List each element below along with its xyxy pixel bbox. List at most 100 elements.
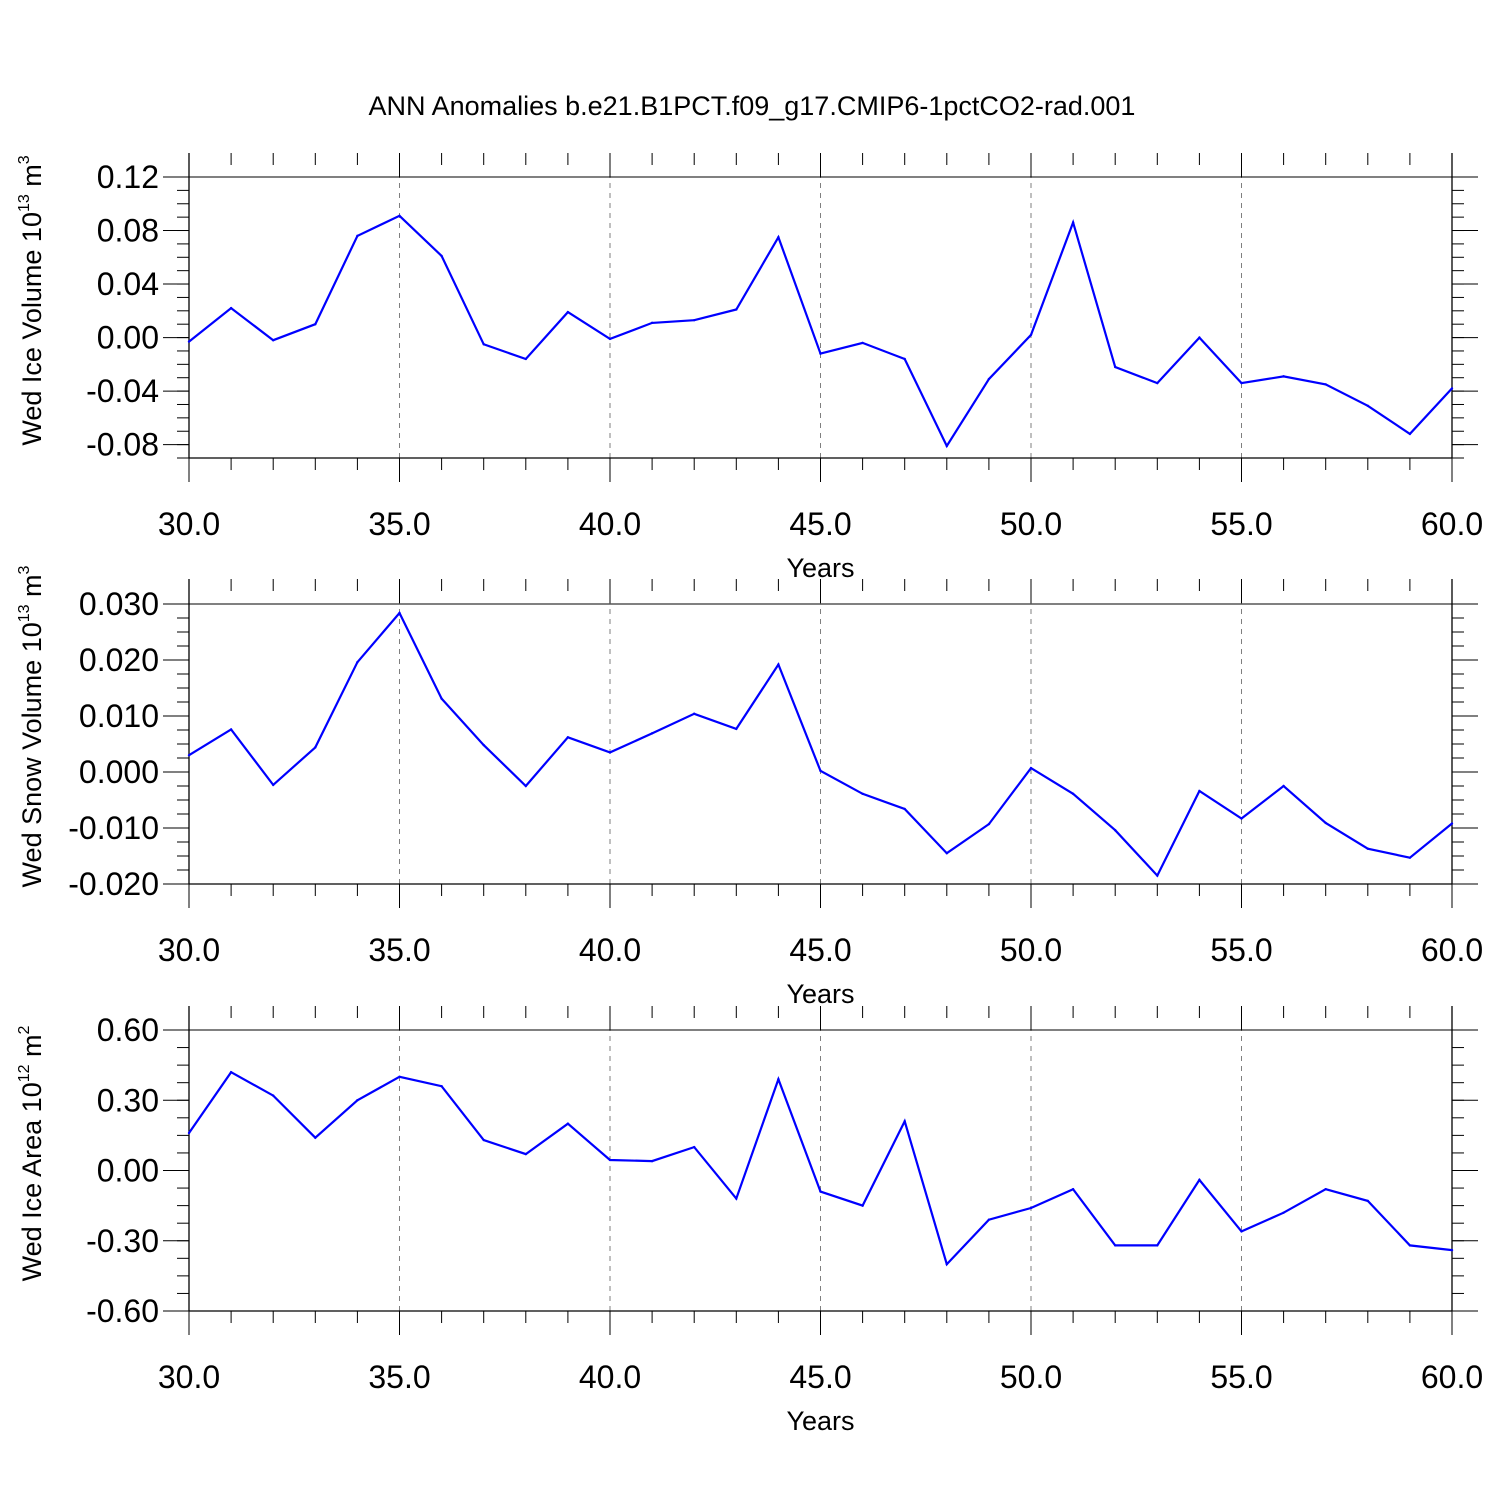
data-point [1198, 336, 1201, 339]
data-point [1029, 333, 1033, 337]
data-point [735, 308, 738, 311]
data-point [861, 341, 864, 345]
y-tick-label: 0.60 [97, 1012, 159, 1048]
data-point [482, 743, 485, 747]
x-tick-label: 30.0 [158, 1359, 220, 1395]
data-point [1114, 1244, 1117, 1247]
y-tick-label: -0.08 [86, 427, 159, 463]
x-axis-title: Years [786, 553, 854, 583]
data-point [1240, 817, 1243, 820]
x-tick-label: 55.0 [1210, 1359, 1272, 1395]
data-point [187, 340, 191, 343]
figure-title: ANN Anomalies b.e21.B1PCT.f09_g17.CMIP6-… [369, 91, 1136, 121]
data-point [524, 357, 527, 361]
y-axis-title-unit: m [17, 574, 47, 604]
x-axis-title: Years [786, 979, 854, 1009]
data-point [945, 852, 948, 855]
data-point [735, 727, 738, 731]
y-axis-title-exponent: 13 [16, 194, 33, 212]
data-point [608, 751, 612, 754]
data-point [1408, 432, 1412, 436]
data-point [524, 1152, 527, 1156]
data-point [1366, 847, 1370, 850]
y-axis-title-text: Wed Ice Volume 10 [17, 212, 47, 446]
data-point [945, 444, 948, 448]
data-point [903, 1120, 906, 1123]
data-point [314, 322, 317, 326]
y-axis-title-unit-exponent: 3 [16, 155, 33, 164]
data-point [187, 754, 191, 757]
data-point [1156, 381, 1159, 385]
data-point [819, 352, 822, 355]
data-point [608, 1158, 612, 1162]
x-tick-label: 30.0 [158, 506, 220, 542]
data-point [1324, 1188, 1327, 1191]
data-point [482, 1138, 485, 1142]
data-point [524, 784, 527, 788]
y-tick-label: 0.010 [79, 698, 159, 734]
data-point [272, 339, 275, 342]
y-tick-label: 0.00 [97, 320, 159, 356]
x-axis-title: Years [786, 1406, 854, 1436]
panel-snow-volume: 30.0 35.0 40.0 45.0 50.0 55.0 60.0 Years 0.030 0.… [16, 565, 1483, 1009]
x-tick-label: 60.0 [1421, 506, 1483, 542]
x-tick-label: 45.0 [789, 932, 851, 968]
data-point [693, 1145, 696, 1149]
y-tick-label: 0.000 [79, 754, 159, 790]
y-axis-title-unit-exponent: 3 [16, 565, 33, 574]
y-tick-label: 0.020 [79, 642, 159, 678]
x-tick-label: 35.0 [368, 506, 430, 542]
x-tick-label: 60.0 [1421, 932, 1483, 968]
y-axis-title: Wed Ice Area 1012 m2 [16, 1025, 47, 1281]
y-tick-label: 0.08 [97, 213, 159, 249]
y-axis-title-exponent: 13 [16, 604, 33, 622]
panel-ice-area: 30.0 35.0 40.0 45.0 50.0 55.0 60.0 Years 0.60 0.3… [16, 1006, 1483, 1436]
data-point [1324, 383, 1327, 386]
data-point [1408, 856, 1412, 859]
data-point [987, 822, 991, 826]
x-tick-label: 35.0 [368, 1359, 430, 1395]
data-point [861, 1204, 864, 1207]
x-tick-label: 50.0 [1000, 932, 1062, 968]
data-point [1282, 784, 1285, 788]
y-tick-label: -0.04 [86, 373, 159, 409]
data-point [650, 1159, 654, 1163]
y-tick-label: 0.00 [97, 1153, 159, 1189]
data-point [777, 1077, 780, 1081]
data-point [650, 321, 654, 325]
data-point [1198, 789, 1201, 793]
x-tick-label: 55.0 [1210, 932, 1272, 968]
y-axis-title: Wed Ice Volume 1013 m3 [16, 155, 47, 445]
x-tick-label: 45.0 [789, 1359, 851, 1395]
data-point [903, 807, 906, 811]
y-axis-title-unit: m [17, 1034, 47, 1064]
data-point [693, 318, 696, 322]
y-tick-label: -0.60 [86, 1293, 159, 1329]
y-tick-label: 0.030 [79, 586, 159, 622]
data-point [187, 1131, 191, 1135]
y-axis-title-text: Wed Snow Volume 10 [17, 622, 47, 887]
data-point [356, 1099, 359, 1102]
x-tick-label: 40.0 [579, 1359, 641, 1395]
data-point [356, 234, 359, 238]
data-point [903, 357, 906, 361]
data-point [440, 697, 443, 700]
x-tick-label: 45.0 [789, 506, 851, 542]
x-tick-label: 40.0 [579, 506, 641, 542]
x-tick-label: 55.0 [1210, 506, 1272, 542]
y-axis-title-unit-exponent: 2 [16, 1025, 33, 1034]
data-point [229, 1070, 233, 1074]
data-point [650, 732, 654, 735]
data-point [1450, 1248, 1454, 1252]
data-point [861, 792, 864, 796]
x-tick-label: 40.0 [579, 932, 641, 968]
y-axis-title: Wed Snow Volume 1013 m3 [16, 565, 47, 887]
data-point [229, 306, 233, 310]
data-point [1240, 1230, 1243, 1233]
data-point [1156, 1244, 1159, 1247]
data-point [735, 1197, 738, 1200]
x-tick-label: 60.0 [1421, 1359, 1483, 1395]
data-point [777, 236, 780, 239]
x-tick-label: 50.0 [1000, 1359, 1062, 1395]
data-point [1071, 1188, 1075, 1191]
